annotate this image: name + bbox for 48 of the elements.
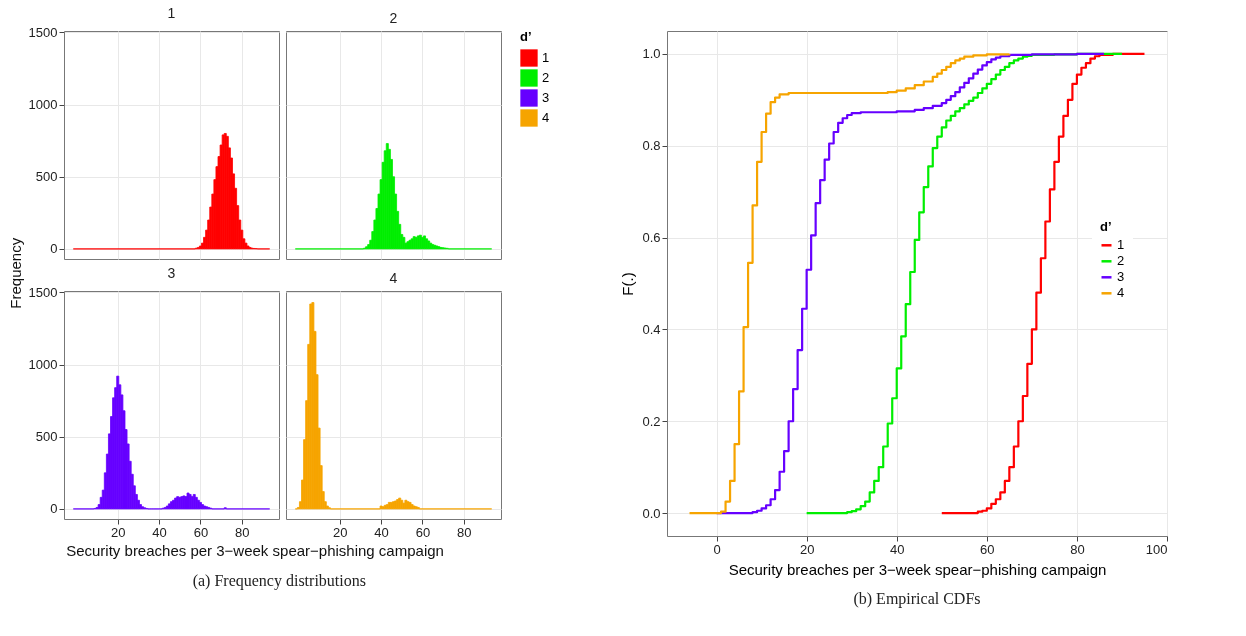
- y-tick-label: 1500: [28, 24, 58, 40]
- x-tick-label: 40: [374, 524, 389, 540]
- legend-label: 1: [1117, 237, 1125, 253]
- legend-label: 4: [542, 110, 550, 125]
- y-tick-label: 0: [50, 241, 58, 257]
- y-tick-label: 0.0: [642, 505, 661, 521]
- x-tick-label: 60: [193, 524, 209, 540]
- x-tick-label: 80: [235, 524, 250, 540]
- y-tick-label: 0.4: [642, 321, 661, 337]
- y-tick-label: 1500: [28, 284, 58, 300]
- y-tick-label: 0.8: [642, 138, 661, 154]
- x-axis-title: Security breaches per 3−week spear−phishing campaign: [728, 560, 1107, 578]
- chart-title: 1: [167, 5, 176, 22]
- y-tick-label: 0.6: [642, 230, 661, 246]
- legend-title: d’: [520, 29, 532, 44]
- x-tick-label: 60: [980, 541, 995, 557]
- y-tick-label: 0.2: [642, 413, 661, 429]
- y-tick-label: 1.0: [642, 46, 661, 62]
- x-tick-label: 80: [1070, 541, 1085, 557]
- x-tick-label: 100: [1145, 541, 1168, 557]
- legend-label: 4: [1117, 285, 1125, 301]
- legend-label: 3: [1117, 269, 1125, 285]
- text: (a) Frequency distributions: [192, 571, 366, 590]
- text: (b) Empirical CDFs: [853, 590, 981, 608]
- x-tick-label: 20: [333, 524, 348, 540]
- x-tick-label: 20: [799, 541, 815, 557]
- y-tick-label: 1000: [28, 97, 58, 113]
- legend-label: 1: [542, 50, 550, 65]
- y-tick-label: 1000: [28, 357, 58, 373]
- x-tick-label: 20: [111, 524, 126, 540]
- x-axis-title: Security breaches per 3−week spear−phishing campaign: [66, 541, 444, 559]
- x-tick-label: 0: [713, 541, 721, 557]
- legend-label: 2: [542, 70, 550, 85]
- y-tick-label: 500: [35, 429, 58, 445]
- chart-title: 3: [167, 265, 176, 282]
- legend-title: d’: [1100, 218, 1112, 234]
- y-tick-label: 0: [50, 501, 58, 517]
- x-tick-label: 40: [890, 541, 905, 557]
- legend-label: 2: [1117, 253, 1125, 269]
- y-axis-title: Frequency: [6, 237, 24, 309]
- chart-title: 4: [389, 270, 398, 286]
- x-tick-label: 60: [415, 524, 431, 540]
- x-tick-label: 40: [152, 524, 167, 540]
- chart-title: 2: [389, 10, 398, 26]
- y-tick-label: 500: [35, 169, 58, 185]
- legend-label: 3: [542, 90, 550, 105]
- y-axis-title: F(.): [619, 272, 637, 296]
- x-tick-label: 80: [457, 524, 472, 540]
